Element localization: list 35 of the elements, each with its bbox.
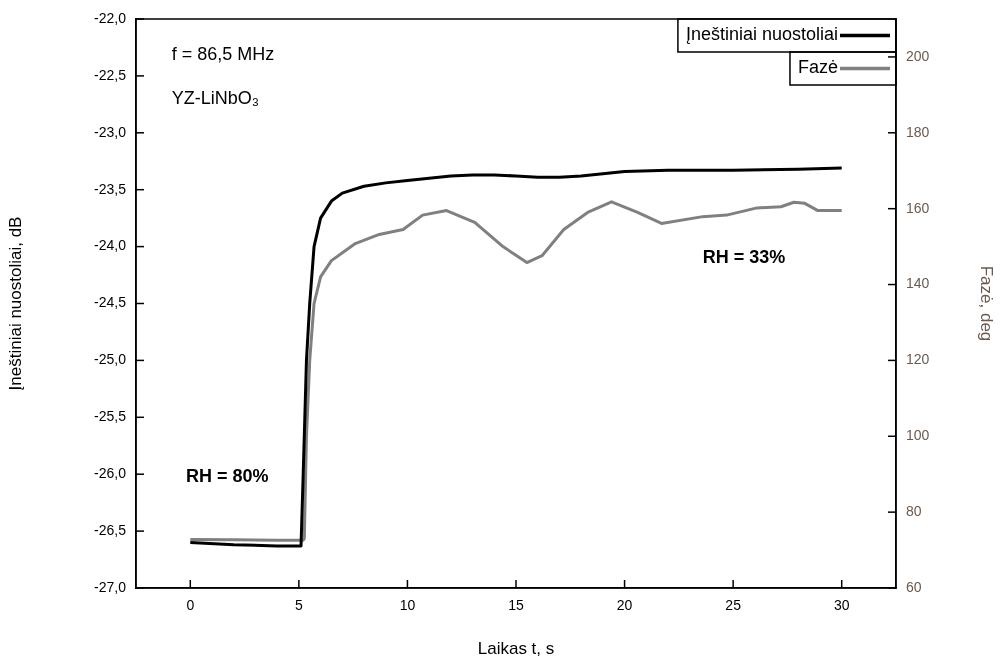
y2-tick-label: 160 (906, 199, 930, 216)
y-tick-label: -25,5 (94, 408, 127, 425)
annotation: RH = 33% (702, 246, 786, 267)
x-tick-label: 30 (833, 597, 850, 614)
annotation: YZ-LiNbO₃ (171, 87, 260, 108)
y-tick-label: -22,0 (94, 9, 127, 26)
x-tick-label: 15 (508, 597, 524, 614)
annotation: f = 86,5 MHz (171, 43, 275, 64)
y2-tick-label: 100 (906, 427, 930, 444)
annotation: RH = 80% (185, 466, 269, 487)
y2-tick-label: 200 (906, 47, 930, 64)
y-tick-label: -27,0 (94, 578, 127, 595)
y-axis-title: Įneštiniai nuostoliai, dB (5, 216, 25, 391)
y-tick-label: -23,0 (94, 123, 127, 140)
y-tick-label: -25,0 (94, 351, 127, 368)
x-tick-label: 10 (399, 597, 416, 614)
y2-axis-title: Fazė, deg (977, 265, 997, 342)
x-tick-label: 25 (725, 597, 742, 614)
x-tick-label: 5 (294, 597, 303, 614)
y-tick-label: -22,5 (94, 66, 127, 83)
y2-tick-label: 140 (906, 275, 930, 292)
legend-label: Fazė (797, 57, 838, 78)
y2-tick-label: 80 (906, 502, 922, 519)
x-tick-label: 0 (186, 597, 195, 614)
y2-tick-label: 180 (906, 123, 930, 140)
legend-label: Įneštiniai nuostoliai (685, 24, 838, 45)
y-tick-label: -26,5 (94, 521, 127, 538)
y-tick-label: -24,0 (94, 237, 127, 254)
y-tick-label: -23,5 (94, 180, 127, 197)
y-tick-label: -26,0 (94, 465, 127, 482)
x-tick-label: 20 (616, 597, 633, 614)
y2-tick-label: 120 (906, 351, 930, 368)
y-tick-label: -24,5 (94, 294, 127, 311)
y2-tick-label: 60 (906, 578, 922, 595)
x-axis-title: Laikas t, s (477, 639, 555, 659)
